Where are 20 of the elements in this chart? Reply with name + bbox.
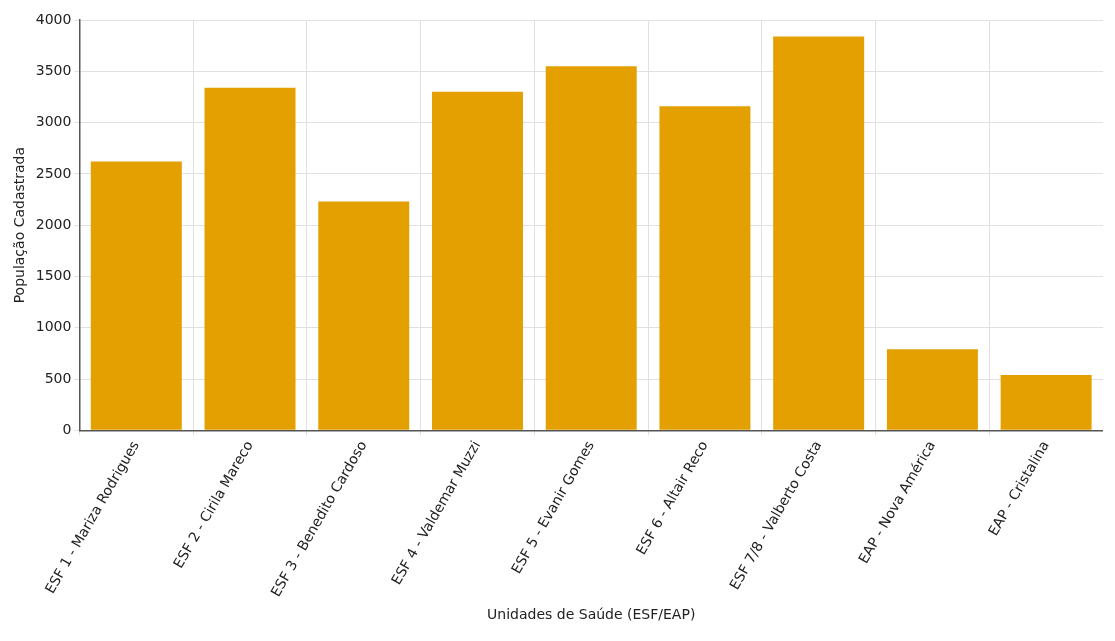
y-tick-label: 1000	[35, 318, 72, 335]
bar	[886, 349, 978, 430]
bar	[204, 87, 296, 430]
y-tick-label: 1500	[35, 267, 72, 284]
bar	[431, 91, 523, 430]
bar	[318, 201, 410, 430]
x-axis-title: Unidades de Saúde (ESF/EAP)	[487, 606, 696, 623]
y-tick-label: 2000	[35, 215, 72, 232]
y-axis-title: População Cadastrada	[11, 146, 28, 304]
y-tick-label: 4000	[35, 10, 72, 27]
bar	[659, 106, 751, 430]
bar	[1000, 374, 1092, 430]
bar	[90, 161, 182, 430]
y-tick-label: 3500	[35, 61, 72, 78]
y-tick-label: 3000	[35, 113, 72, 130]
y-tick-label: 2500	[35, 164, 72, 181]
y-tick-label: 0	[62, 420, 72, 437]
y-tick-label: 500	[44, 369, 72, 386]
bar	[773, 36, 865, 430]
bar	[545, 66, 637, 430]
